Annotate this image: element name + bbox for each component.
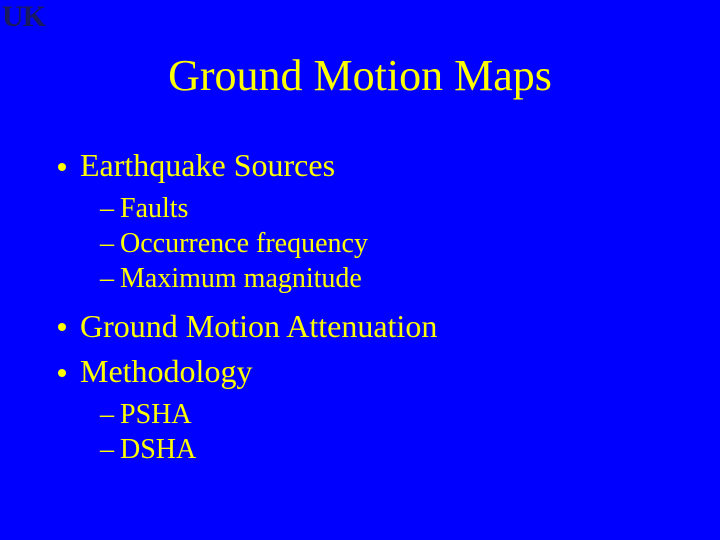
logo-text: UK: [2, 0, 45, 34]
sub-bullet-item: –Maximum magnitude: [100, 261, 437, 296]
sub-bullet-text: PSHA: [120, 399, 192, 430]
sub-bullet-item: –Occurrence frequency: [100, 226, 437, 261]
dash-icon: –: [100, 193, 114, 224]
slide-body: Earthquake Sources –Faults –Occurrence f…: [58, 145, 437, 477]
sub-list: –PSHA –DSHA: [100, 397, 437, 467]
sub-bullet-item: –PSHA: [100, 397, 437, 432]
dash-icon: –: [100, 228, 114, 259]
sub-bullet-text: Occurrence frequency: [120, 228, 368, 259]
dash-icon: –: [100, 399, 114, 430]
bullet-text: Methodology: [80, 353, 252, 389]
sub-bullet-item: –Faults: [100, 191, 437, 226]
slide-title: Ground Motion Maps: [0, 50, 720, 101]
bullet-text: Earthquake Sources: [80, 147, 335, 183]
bullet-dot-icon: [58, 369, 66, 377]
bullet-dot-icon: [58, 323, 66, 331]
dash-icon: –: [100, 263, 114, 294]
sub-bullet-text: Faults: [120, 193, 188, 224]
sub-list: –Faults –Occurrence frequency –Maximum m…: [100, 191, 437, 296]
bullet-dot-icon: [58, 163, 66, 171]
bullet-item: Ground Motion Attenuation: [58, 306, 437, 348]
bullet-text: Ground Motion Attenuation: [80, 308, 437, 344]
sub-bullet-text: Maximum magnitude: [120, 263, 362, 294]
sub-bullet-item: –DSHA: [100, 432, 437, 467]
bullet-item: Earthquake Sources: [58, 145, 437, 187]
sub-bullet-text: DSHA: [120, 434, 196, 465]
dash-icon: –: [100, 434, 114, 465]
bullet-item: Methodology: [58, 351, 437, 393]
